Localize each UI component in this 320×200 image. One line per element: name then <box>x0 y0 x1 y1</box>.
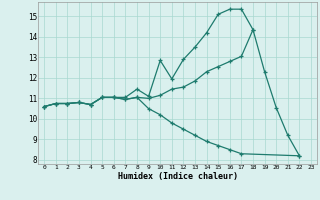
X-axis label: Humidex (Indice chaleur): Humidex (Indice chaleur) <box>118 172 238 181</box>
